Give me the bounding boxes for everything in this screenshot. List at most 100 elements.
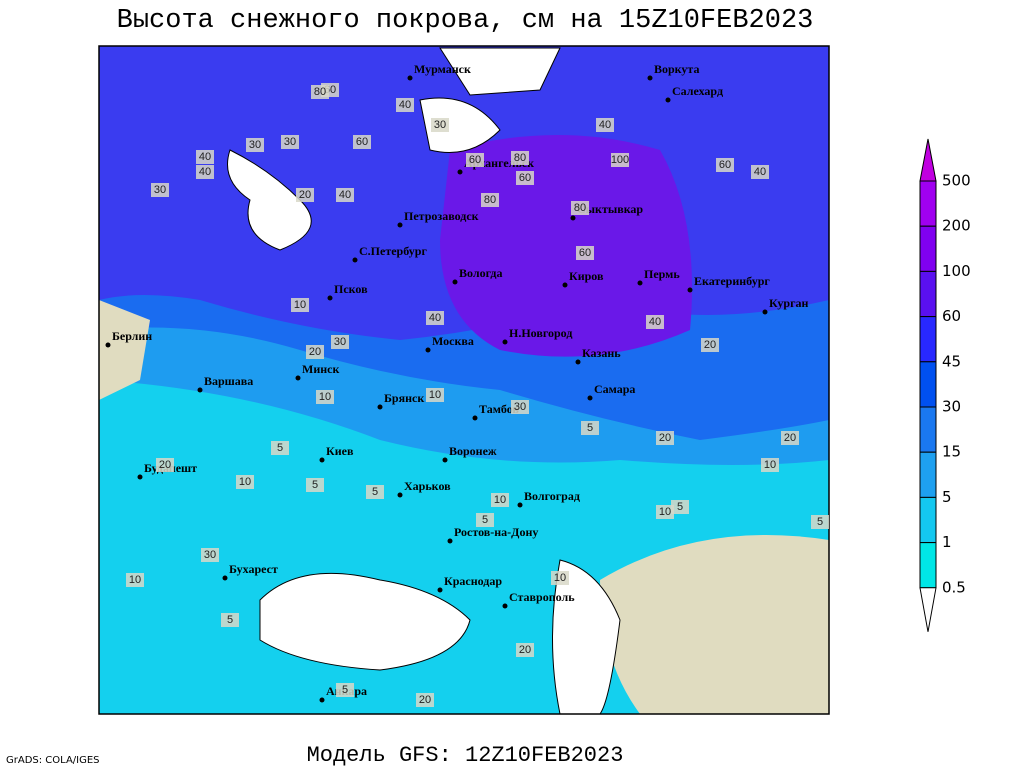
colorbar-label: 30	[942, 398, 961, 416]
contour-label-bg	[811, 515, 829, 529]
contour-label: 30	[434, 119, 446, 131]
city-dot	[319, 457, 325, 463]
city-dot	[457, 169, 463, 175]
city-label: Екатеринбург	[694, 274, 770, 288]
city-dot	[472, 415, 478, 421]
city-dot	[397, 492, 403, 498]
city-dot	[295, 375, 301, 381]
land-dry	[600, 535, 829, 714]
contour-label-bg	[426, 388, 444, 402]
black-sea	[259, 572, 471, 671]
contour-label-bg	[551, 571, 569, 585]
contour-label: 40	[199, 151, 211, 163]
contour-label: 10	[659, 506, 671, 518]
contour-label: 40	[754, 166, 766, 178]
colorbar-segment	[919, 225, 937, 272]
city-label: Сыктывкар	[577, 202, 643, 216]
colorbar-label: 45	[942, 352, 961, 370]
contour-label: 40	[649, 316, 661, 328]
city-dot	[452, 279, 458, 285]
city-label: Берлин	[112, 329, 152, 343]
contour-label-bg	[491, 493, 509, 507]
colorbar-segment	[919, 587, 937, 632]
contour-label-bg	[316, 390, 334, 404]
city-dot	[637, 280, 643, 286]
colorbar-label: 100	[942, 262, 971, 280]
contour-label: 20	[519, 644, 531, 656]
city-dot	[105, 342, 111, 348]
contour-label: 80	[514, 152, 526, 164]
colorbar-label: 0.5	[942, 578, 966, 596]
city-label: Волгоград	[524, 489, 580, 503]
contour-label-bg	[671, 500, 689, 514]
city-label: Харьков	[404, 479, 451, 493]
city-label: Ставрополь	[509, 590, 575, 604]
city-label: Москва	[432, 334, 474, 348]
contour-label-bg	[511, 400, 529, 414]
city-label: Курган	[769, 296, 809, 310]
contour-label-bg	[306, 345, 324, 359]
contour-label-bg	[426, 311, 444, 325]
contour-label-bg	[781, 431, 799, 445]
city-label: Брянск	[384, 391, 424, 405]
contour-label: 5	[227, 614, 233, 626]
contour-label: 30	[284, 136, 296, 148]
contour-label-bg	[761, 458, 779, 472]
contour-label-bg	[611, 153, 629, 167]
city-label: Воркута	[654, 62, 699, 76]
contour-label-bg	[646, 315, 664, 329]
city-label: Тамбов	[479, 402, 519, 416]
colorbar-segment	[919, 496, 937, 544]
colorbar-label: 500	[942, 172, 971, 190]
city-label: Киров	[569, 269, 604, 283]
contour-label: 10	[129, 574, 141, 586]
contour-label: 5	[587, 422, 593, 434]
city-label: Киев	[326, 444, 354, 458]
contour-label-bg	[196, 165, 214, 179]
colorbar-segment	[919, 138, 937, 182]
city-dot	[502, 339, 508, 345]
contour-label: 10	[429, 389, 441, 401]
city-dot	[687, 287, 693, 293]
city-dot	[407, 75, 413, 81]
city-dot	[587, 395, 593, 401]
city-dot	[327, 295, 333, 301]
city-dot	[665, 97, 671, 103]
contour-label: 5	[277, 442, 283, 454]
city-label: Варшава	[204, 374, 253, 388]
contour-label-bg	[156, 458, 174, 472]
colorbar-label: 60	[942, 307, 961, 325]
contour-label-bg	[476, 513, 494, 527]
city-label: Краснодар	[444, 574, 502, 588]
contour-label: 10	[239, 476, 251, 488]
contour-label: 5	[342, 684, 348, 696]
contour-label: 20	[659, 432, 671, 444]
contour-label-bg	[516, 643, 534, 657]
colorbar-segment	[919, 361, 937, 408]
barents-sea	[439, 47, 561, 96]
contour-label-bg	[246, 138, 264, 152]
city-label: Воронеж	[449, 444, 497, 458]
colorbar-label: 1	[942, 533, 952, 551]
baltic-sea	[227, 149, 312, 251]
city-dot	[575, 359, 581, 365]
city-dot	[502, 603, 508, 609]
contour-label-bg	[291, 298, 309, 312]
contour-label-bg	[516, 171, 534, 185]
land-dry	[99, 300, 150, 400]
contour-label-bg	[466, 153, 484, 167]
contour-label-bg	[336, 683, 354, 697]
city-label: Мурманск	[414, 62, 471, 76]
city-dot	[425, 347, 431, 353]
contour-label: 30	[514, 401, 526, 413]
contour-label: 80	[484, 194, 496, 206]
contour-label: 60	[519, 172, 531, 184]
zone-100	[440, 135, 692, 357]
contour-label: 40	[199, 166, 211, 178]
contour-label: 20	[159, 459, 171, 471]
contour-label-bg	[511, 151, 529, 165]
contour-label: 30	[154, 184, 166, 196]
contour-label: 5	[482, 514, 488, 526]
contour-label: 30	[249, 139, 261, 151]
city-dot	[222, 575, 228, 581]
